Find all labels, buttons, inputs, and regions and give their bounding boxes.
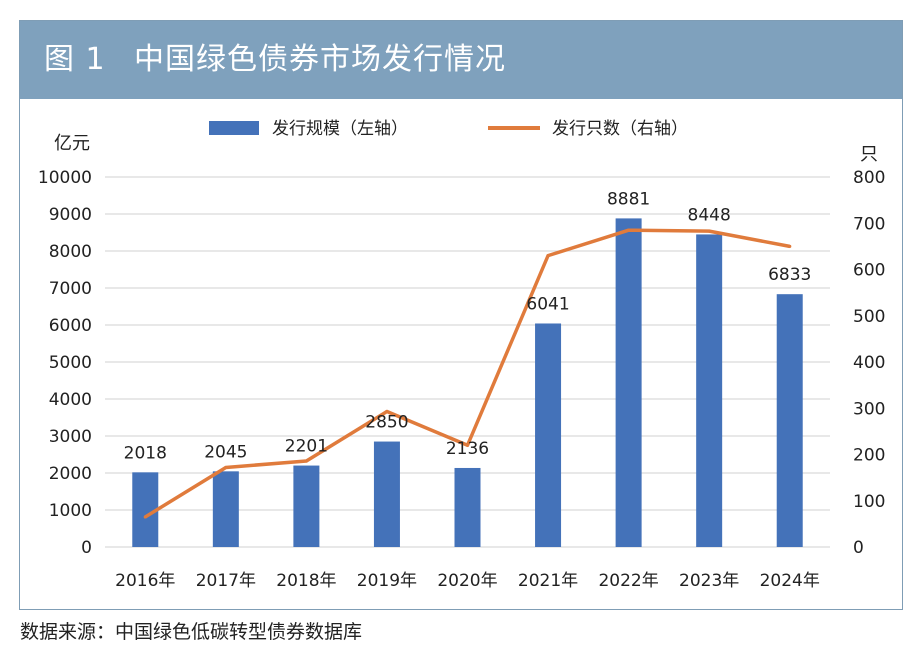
left-tick-label: 7000 bbox=[49, 279, 92, 299]
bar bbox=[454, 467, 481, 547]
right-tick-label: 0 bbox=[853, 538, 864, 558]
bar bbox=[212, 471, 239, 547]
bar bbox=[696, 234, 723, 547]
bar bbox=[615, 218, 642, 547]
legend-bar-label: 发行规模（左轴） bbox=[272, 119, 408, 139]
left-tick-label: 1000 bbox=[49, 501, 92, 521]
x-tick-label: 2019年 bbox=[357, 571, 417, 591]
legend-line-label: 发行只数（右轴） bbox=[552, 119, 688, 139]
right-tick-label: 300 bbox=[853, 399, 885, 419]
line-point bbox=[465, 443, 470, 447]
line-point bbox=[788, 244, 792, 248]
line-point bbox=[546, 254, 550, 258]
bar-value-label: 8881 bbox=[607, 189, 650, 209]
left-axis-unit: 亿元 bbox=[54, 133, 90, 154]
bar-value-label: 2018 bbox=[124, 443, 167, 463]
left-tick-label: 10000 bbox=[38, 168, 92, 188]
x-tick-label: 2021年 bbox=[518, 571, 578, 591]
data-labels: 2018 2045 2201 2850 2136 6041 8881 8448 6833 bbox=[124, 189, 812, 463]
left-tick-label: 4000 bbox=[49, 390, 92, 410]
bar-value-label: 2850 bbox=[365, 413, 408, 433]
line-point bbox=[304, 459, 308, 463]
line-point bbox=[224, 465, 228, 470]
legend-bar-swatch bbox=[209, 121, 259, 135]
left-tick-label: 3000 bbox=[49, 427, 92, 447]
right-tick-label: 700 bbox=[853, 214, 885, 234]
bar-value-label: 6833 bbox=[768, 265, 811, 285]
x-tick-label: 2017年 bbox=[196, 571, 256, 591]
left-tick-label: 2000 bbox=[49, 464, 92, 484]
line-point bbox=[143, 515, 147, 519]
left-axis: 0 1000 2000 3000 4000 5000 6000 7000 8000 9000 100… bbox=[38, 168, 92, 558]
right-tick-label: 500 bbox=[853, 307, 885, 327]
right-axis: 0 100 200 300 400 500 600 700 800 bbox=[853, 168, 885, 558]
line-series bbox=[143, 228, 792, 519]
x-axis: 2016年 2017年 2018年 2019年 2020年 2021年 2022年 2023年… bbox=[115, 571, 820, 591]
x-tick-label: 2022年 bbox=[598, 571, 658, 591]
x-tick-label: 2016年 bbox=[115, 571, 175, 591]
right-tick-label: 100 bbox=[853, 492, 885, 512]
right-axis-unit: 只 bbox=[860, 144, 878, 165]
line-point bbox=[385, 409, 389, 414]
left-tick-label: 0 bbox=[81, 538, 92, 558]
x-tick-label: 2024年 bbox=[760, 571, 820, 591]
left-tick-label: 6000 bbox=[49, 316, 92, 336]
left-tick-label: 9000 bbox=[49, 205, 92, 225]
left-tick-label: 5000 bbox=[49, 353, 92, 373]
bar-value-label: 2136 bbox=[446, 439, 489, 459]
figure-header: 图 1 中国绿色债券市场发行情况 bbox=[20, 21, 902, 99]
line-point bbox=[707, 229, 711, 233]
x-tick-label: 2023年 bbox=[679, 571, 739, 591]
right-tick-label: 200 bbox=[853, 446, 885, 466]
bar bbox=[293, 465, 320, 547]
bar bbox=[535, 323, 562, 547]
right-tick-label: 800 bbox=[853, 168, 885, 188]
right-tick-label: 600 bbox=[853, 261, 885, 281]
legend: 发行规模（左轴） 发行只数（右轴） bbox=[209, 119, 688, 139]
x-tick-label: 2020年 bbox=[437, 571, 497, 591]
data-source: 数据来源：中国绿色低碳转型债券数据库 bbox=[20, 621, 363, 643]
figure-label: 图 1 bbox=[44, 42, 106, 77]
bar bbox=[373, 441, 400, 547]
bar-value-label: 2201 bbox=[285, 437, 328, 457]
bar-value-label: 6041 bbox=[526, 294, 569, 314]
bar-series bbox=[132, 218, 803, 547]
bar-value-label: 8448 bbox=[688, 205, 731, 225]
figure-title: 中国绿色债券市场发行情况 bbox=[134, 42, 506, 77]
bar-value-label: 2045 bbox=[204, 442, 247, 462]
right-tick-label: 400 bbox=[853, 353, 885, 373]
left-tick-label: 8000 bbox=[49, 242, 92, 262]
line-point bbox=[627, 228, 631, 232]
bar bbox=[776, 294, 803, 547]
x-tick-label: 2018年 bbox=[276, 571, 336, 591]
